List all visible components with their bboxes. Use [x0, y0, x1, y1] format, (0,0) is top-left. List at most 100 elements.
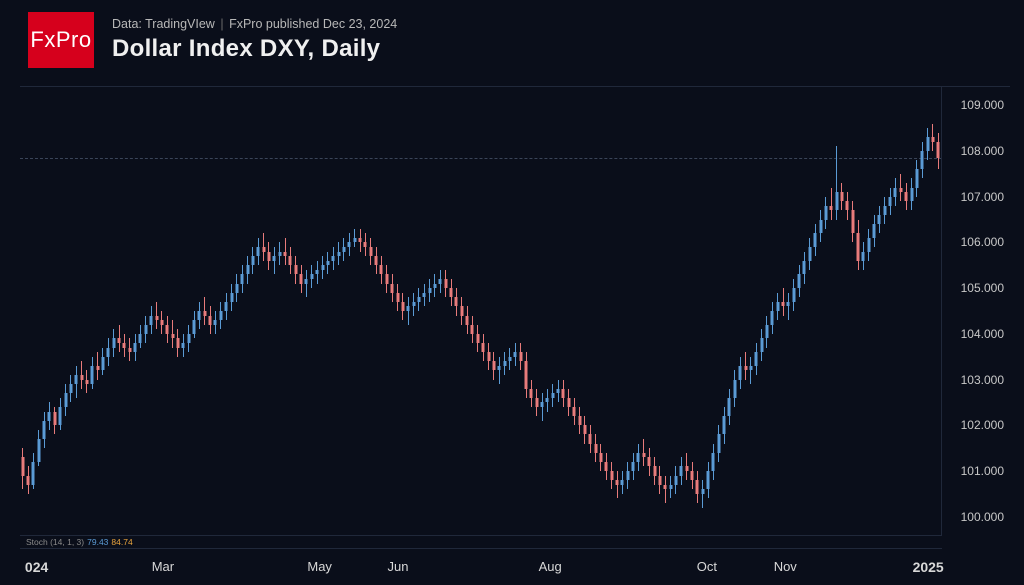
candle: [878, 87, 881, 535]
candle: [573, 87, 576, 535]
candle: [733, 87, 736, 535]
candle: [632, 87, 635, 535]
candle: [492, 87, 495, 535]
candle: [642, 87, 645, 535]
candle: [134, 87, 137, 535]
indicator-strip: Stoch (14, 1, 3) 79.43 84.74: [20, 535, 942, 549]
candle: [273, 87, 276, 535]
candle: [91, 87, 94, 535]
candle: [525, 87, 528, 535]
candle: [616, 87, 619, 535]
x-axis: 024MarMayJunAugOctNov2025: [20, 551, 942, 585]
candle: [59, 87, 62, 535]
candle: [428, 87, 431, 535]
x-tick-label: May: [307, 559, 332, 574]
header: FxPro Data: TradingVIew | FxPro publishe…: [0, 0, 1024, 76]
candle: [380, 87, 383, 535]
candle: [840, 87, 843, 535]
candle: [80, 87, 83, 535]
candle: [589, 87, 592, 535]
candle: [889, 87, 892, 535]
y-tick-label: 101.000: [961, 464, 1004, 478]
candle: [605, 87, 608, 535]
candle: [326, 87, 329, 535]
chart-area: 100.000101.000102.000103.000104.000105.0…: [20, 86, 1010, 535]
x-tick-label: 024: [25, 559, 48, 575]
candle: [846, 87, 849, 535]
candle: [332, 87, 335, 535]
candle: [423, 87, 426, 535]
candle: [69, 87, 72, 535]
candle: [685, 87, 688, 535]
candle: [96, 87, 99, 535]
candle: [150, 87, 153, 535]
candle: [241, 87, 244, 535]
candle: [27, 87, 30, 535]
candle: [508, 87, 511, 535]
candle: [921, 87, 924, 535]
candle: [37, 87, 40, 535]
candle: [835, 87, 838, 535]
x-tick-label: 2025: [913, 559, 944, 575]
candle: [498, 87, 501, 535]
candle: [385, 87, 388, 535]
candle: [278, 87, 281, 535]
candle: [412, 87, 415, 535]
candle: [899, 87, 902, 535]
candle: [594, 87, 597, 535]
candle: [824, 87, 827, 535]
y-tick-label: 102.000: [961, 418, 1004, 432]
x-tick-label: Oct: [697, 559, 717, 574]
candle: [155, 87, 158, 535]
candle: [905, 87, 908, 535]
candle: [626, 87, 629, 535]
candle: [160, 87, 163, 535]
candle: [541, 87, 544, 535]
candle: [316, 87, 319, 535]
candlestick-plot[interactable]: [20, 87, 942, 535]
candle: [85, 87, 88, 535]
y-tick-label: 105.000: [961, 281, 1004, 295]
candle: [433, 87, 436, 535]
stoch-label: Stoch (14, 1, 3): [26, 537, 84, 547]
y-tick-label: 109.000: [961, 98, 1004, 112]
candle: [851, 87, 854, 535]
candle: [139, 87, 142, 535]
candle: [867, 87, 870, 535]
candle: [32, 87, 35, 535]
candle: [728, 87, 731, 535]
candle: [701, 87, 704, 535]
x-tick-label: Jun: [388, 559, 409, 574]
candle: [396, 87, 399, 535]
candle: [696, 87, 699, 535]
candle: [755, 87, 758, 535]
candle: [717, 87, 720, 535]
candle: [771, 87, 774, 535]
chart-title: Dollar Index DXY, Daily: [112, 35, 397, 63]
candle: [128, 87, 131, 535]
candle: [680, 87, 683, 535]
candle: [305, 87, 308, 535]
candle: [369, 87, 372, 535]
candle: [669, 87, 672, 535]
candle: [176, 87, 179, 535]
candle: [294, 87, 297, 535]
candle: [353, 87, 356, 535]
candle: [21, 87, 24, 535]
candle: [664, 87, 667, 535]
candle: [658, 87, 661, 535]
x-tick-label: Mar: [152, 559, 174, 574]
candle: [776, 87, 779, 535]
candle: [439, 87, 442, 535]
y-tick-label: 103.000: [961, 373, 1004, 387]
candle: [214, 87, 217, 535]
candle: [819, 87, 822, 535]
candle: [450, 87, 453, 535]
candle: [803, 87, 806, 535]
candle: [691, 87, 694, 535]
candle: [787, 87, 790, 535]
stoch-value-2: 84.74: [111, 537, 132, 547]
candle: [203, 87, 206, 535]
candle: [535, 87, 538, 535]
candle: [760, 87, 763, 535]
